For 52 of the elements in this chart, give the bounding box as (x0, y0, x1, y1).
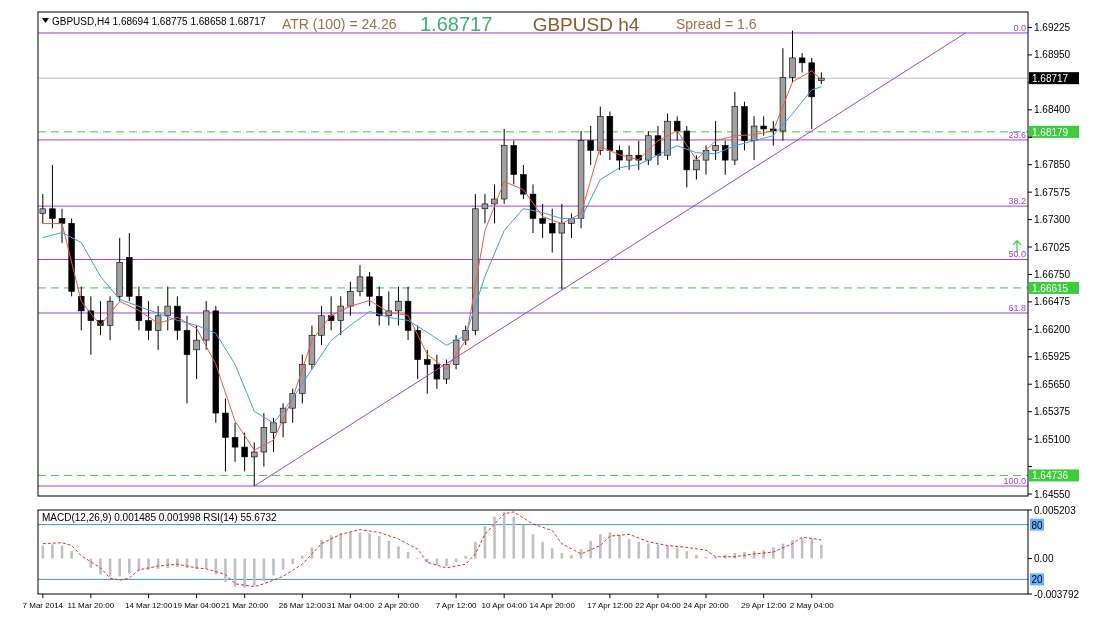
annotation: 100.0 (1003, 476, 1026, 487)
annotation: 50.0 (1008, 249, 1026, 260)
y2-tick-label: 20 (1031, 574, 1043, 586)
y-tick-label: 1.68400 (1034, 104, 1071, 116)
x-tick-label: 21 Mar 20:00 (221, 601, 269, 610)
x-tick-label: 11 Mar 20:00 (67, 601, 115, 610)
chart-title: MACD(12,26,9) 0.001485 0.001998 RSI(14) 55.6732 (42, 512, 278, 523)
y-tick-label: -0.003792 (1034, 588, 1080, 600)
y-tick-label: 1.67850 (1034, 159, 1071, 171)
chart-title: GBPUSD h4 (532, 14, 640, 35)
x-tick-label: 2 Apr 20:00 (377, 601, 420, 610)
y-tick-label: 1.67300 (1034, 214, 1071, 226)
annotation: Spread = 1.6 (676, 16, 757, 32)
y-tick-label: 1.65375 (1034, 406, 1071, 418)
x-tick-label: 14 Mar 12:00 (124, 601, 173, 610)
x-tick-label: 7 Mar 2014 (22, 601, 64, 610)
y-tick-label: 1.65650 (1034, 378, 1071, 390)
x-tick-label: 29 Apr 12:00 (740, 601, 787, 610)
annotation: 38.2 (1008, 196, 1026, 207)
y-tick-label: 1.67575 (1034, 186, 1071, 198)
x-tick-label: 17 Apr 12:00 (587, 601, 634, 610)
x-tick-label: 2 May 04:00 (789, 601, 835, 610)
annotation: GBPUSD,H4 1.68694 1.68775 1.68658 1.68717 (52, 16, 266, 27)
y-tick-label: 1.68950 (1034, 49, 1071, 61)
y-tick-label: 0.005203 (1034, 504, 1077, 516)
annotation: 0.0 (1013, 22, 1026, 33)
y-tick-label: 1.65100 (1034, 433, 1071, 445)
y-tick-label: 1.66750 (1034, 268, 1071, 280)
ref-line-label: 1.68179 (1032, 126, 1069, 138)
annotation: 1.68717 (420, 13, 493, 35)
x-tick-label: 22 Apr 04:00 (635, 601, 682, 610)
x-tick-label: 7 Apr 12:00 (435, 601, 478, 610)
x-tick-label: 14 Apr 20:00 (529, 601, 576, 610)
y2-tick-label: 80 (1031, 519, 1043, 531)
x-tick-label: 26 Mar 12:00 (278, 601, 327, 610)
y-tick-label: 1.65925 (1034, 351, 1071, 363)
x-tick-label: 19 Mar 04:00 (173, 601, 221, 610)
y-tick-label: 1.66200 (1034, 323, 1071, 335)
ref-line-label: 1.64736 (1032, 470, 1069, 482)
y-tick-label: 1.66475 (1034, 296, 1071, 308)
annotation: ATR (100) = 24.26 (282, 16, 397, 32)
y-tick-label: 1.69225 (1034, 21, 1071, 33)
x-tick-label: 10 Apr 04:00 (481, 601, 528, 610)
annotation: 61.8 (1008, 302, 1026, 313)
annotation: 23.6 (1008, 129, 1026, 140)
x-tick-label: 24 Apr 20:00 (683, 601, 730, 610)
y-tick-label: 1.64550 (1034, 488, 1071, 500)
ref-line-label: 1.68717 (1032, 73, 1069, 85)
ref-line-label: 1.66615 (1032, 282, 1069, 294)
y-tick-label: 0.00 (1034, 553, 1054, 565)
x-tick-label: 31 Mar 04:00 (326, 601, 375, 610)
y-tick-label: 1.67025 (1034, 241, 1071, 253)
